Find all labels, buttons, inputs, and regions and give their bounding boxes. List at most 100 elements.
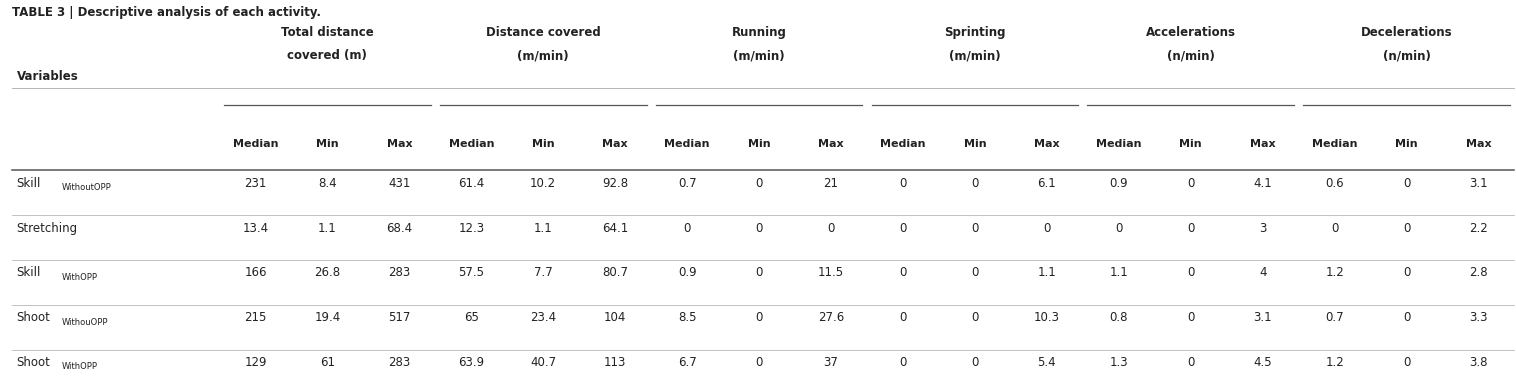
- Text: 61: 61: [320, 356, 335, 369]
- Text: 37: 37: [823, 356, 838, 369]
- Text: 92.8: 92.8: [602, 177, 628, 190]
- Text: 1.2: 1.2: [1325, 266, 1345, 280]
- Text: Max: Max: [1249, 139, 1275, 149]
- Text: 40.7: 40.7: [531, 356, 556, 369]
- Text: Min: Min: [1395, 139, 1417, 149]
- Text: 1.1: 1.1: [1037, 266, 1057, 280]
- Text: 283: 283: [388, 356, 411, 369]
- Text: 0.7: 0.7: [678, 177, 696, 190]
- Text: Sprinting: Sprinting: [944, 26, 1005, 39]
- Text: Max: Max: [602, 139, 628, 149]
- Text: 0: 0: [899, 311, 907, 324]
- Text: Decelerations: Decelerations: [1361, 26, 1452, 39]
- Text: 3.1: 3.1: [1254, 311, 1272, 324]
- Text: 0: 0: [1043, 222, 1051, 235]
- Text: 5.4: 5.4: [1037, 356, 1057, 369]
- Text: WithOPP: WithOPP: [61, 273, 97, 282]
- Text: 0: 0: [755, 311, 763, 324]
- Text: 10.2: 10.2: [531, 177, 556, 190]
- Text: 0: 0: [1402, 356, 1410, 369]
- Text: 0: 0: [899, 266, 907, 280]
- Text: 1.2: 1.2: [1325, 356, 1345, 369]
- Text: 7.7: 7.7: [534, 266, 553, 280]
- Text: (n/min): (n/min): [1167, 50, 1214, 62]
- Text: 0: 0: [1187, 266, 1195, 280]
- Text: 0: 0: [1187, 222, 1195, 235]
- Text: 23.4: 23.4: [531, 311, 556, 324]
- Text: 0.9: 0.9: [678, 266, 696, 280]
- Text: 13.4: 13.4: [243, 222, 268, 235]
- Text: 3: 3: [1258, 222, 1266, 235]
- Text: 21: 21: [823, 177, 838, 190]
- Text: TABLE 3 | Descriptive analysis of each activity.: TABLE 3 | Descriptive analysis of each a…: [12, 6, 321, 19]
- Text: Running: Running: [732, 26, 787, 39]
- Text: 0: 0: [1402, 222, 1410, 235]
- Text: Max: Max: [1034, 139, 1060, 149]
- Text: 0: 0: [684, 222, 691, 235]
- Text: Median: Median: [232, 139, 277, 149]
- Text: 517: 517: [388, 311, 411, 324]
- Text: Skill: Skill: [17, 177, 41, 190]
- Text: 215: 215: [244, 311, 267, 324]
- Text: 0: 0: [972, 222, 978, 235]
- Text: Max: Max: [819, 139, 844, 149]
- Text: 26.8: 26.8: [314, 266, 341, 280]
- Text: 0: 0: [755, 222, 763, 235]
- Text: Min: Min: [1179, 139, 1202, 149]
- Text: 80.7: 80.7: [602, 266, 628, 280]
- Text: 0: 0: [1187, 177, 1195, 190]
- Text: 1.1: 1.1: [318, 222, 337, 235]
- Text: 68.4: 68.4: [387, 222, 412, 235]
- Text: 1.1: 1.1: [534, 222, 553, 235]
- Text: 166: 166: [244, 266, 267, 280]
- Text: 27.6: 27.6: [817, 311, 844, 324]
- Text: Median: Median: [881, 139, 926, 149]
- Text: covered (m): covered (m): [288, 50, 367, 62]
- Text: WithoutOPP: WithoutOPP: [61, 183, 111, 192]
- Text: 431: 431: [388, 177, 411, 190]
- Text: Accelerations: Accelerations: [1146, 26, 1236, 39]
- Text: 2.2: 2.2: [1469, 222, 1487, 235]
- Text: 104: 104: [603, 311, 626, 324]
- Text: 63.9: 63.9: [458, 356, 484, 369]
- Text: WithouOPP: WithouOPP: [61, 317, 108, 327]
- Text: Distance covered: Distance covered: [485, 26, 600, 39]
- Text: 12.3: 12.3: [458, 222, 484, 235]
- Text: Max: Max: [1466, 139, 1492, 149]
- Text: 11.5: 11.5: [819, 266, 844, 280]
- Text: (n/min): (n/min): [1383, 50, 1431, 62]
- Text: 3.3: 3.3: [1469, 311, 1487, 324]
- Text: Stretching: Stretching: [17, 222, 77, 235]
- Text: 64.1: 64.1: [602, 222, 628, 235]
- Text: 6.1: 6.1: [1037, 177, 1057, 190]
- Text: 1.1: 1.1: [1110, 266, 1128, 280]
- Text: 0.9: 0.9: [1110, 177, 1128, 190]
- Text: 0: 0: [899, 356, 907, 369]
- Text: 0: 0: [1187, 356, 1195, 369]
- Text: (m/min): (m/min): [734, 50, 785, 62]
- Text: Median: Median: [1311, 139, 1357, 149]
- Text: Median: Median: [1096, 139, 1142, 149]
- Text: 283: 283: [388, 266, 411, 280]
- Text: Shoot: Shoot: [17, 356, 50, 369]
- Text: 0: 0: [1187, 311, 1195, 324]
- Text: 10.3: 10.3: [1034, 311, 1060, 324]
- Text: 129: 129: [244, 356, 267, 369]
- Text: 61.4: 61.4: [458, 177, 485, 190]
- Text: 231: 231: [244, 177, 267, 190]
- Text: 4.5: 4.5: [1254, 356, 1272, 369]
- Text: 0: 0: [1331, 222, 1339, 235]
- Text: 1.3: 1.3: [1110, 356, 1128, 369]
- Text: 0.8: 0.8: [1110, 311, 1128, 324]
- Text: Variables: Variables: [17, 69, 79, 83]
- Text: 6.7: 6.7: [678, 356, 696, 369]
- Text: 57.5: 57.5: [458, 266, 484, 280]
- Text: WithOPP: WithOPP: [61, 362, 97, 372]
- Text: 0: 0: [972, 311, 978, 324]
- Text: 0: 0: [1402, 266, 1410, 280]
- Text: 0: 0: [972, 266, 978, 280]
- Text: 0: 0: [1402, 177, 1410, 190]
- Text: Shoot: Shoot: [17, 311, 50, 324]
- Text: Total distance: Total distance: [280, 26, 374, 39]
- Text: Min: Min: [532, 139, 555, 149]
